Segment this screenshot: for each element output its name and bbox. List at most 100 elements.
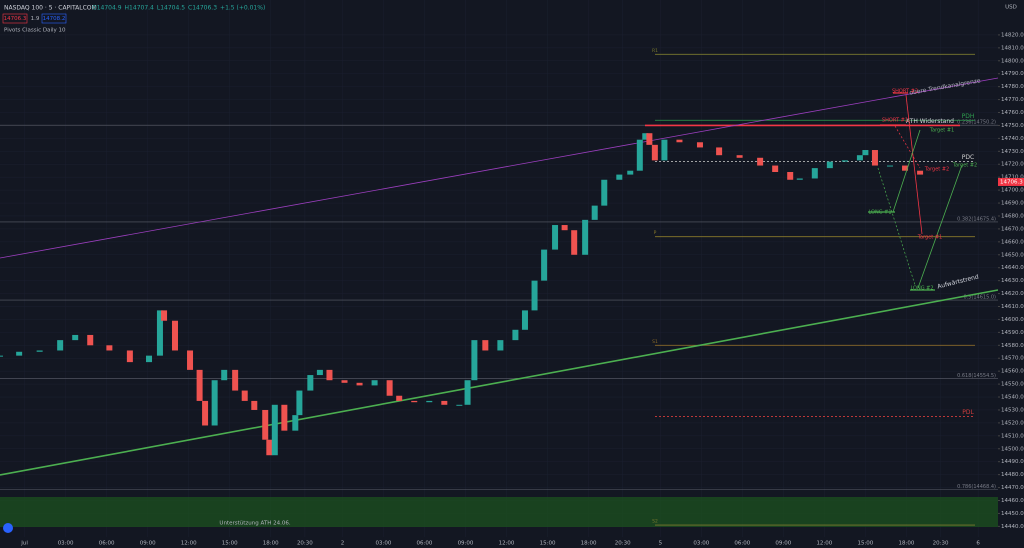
ohlc: O14704.9 H14707.4 L14704.5 C14706.3 +1.5 (+0… xyxy=(92,5,265,12)
x-tick-label: 18:00 xyxy=(263,541,279,547)
y-tick-label: 14720.00 xyxy=(1001,162,1024,168)
candle xyxy=(676,139,683,143)
candle xyxy=(72,334,79,341)
candle xyxy=(886,165,893,167)
sell-box[interactable] xyxy=(2,13,28,24)
candle xyxy=(211,380,218,426)
x-tick-label: 15:00 xyxy=(540,541,556,547)
candle xyxy=(126,350,133,363)
candle xyxy=(57,340,64,351)
candle xyxy=(146,355,153,363)
support-zone xyxy=(0,497,998,527)
indicator[interactable]: Pivots Classic Daily 10 xyxy=(4,28,66,34)
x-tick-label: 5 xyxy=(659,541,663,547)
candle xyxy=(651,144,658,161)
candle xyxy=(582,219,589,255)
spread: 1.9 xyxy=(31,16,40,22)
grid xyxy=(0,0,998,538)
candle xyxy=(266,439,273,456)
price-tag-label: 14706.3 xyxy=(1000,179,1023,185)
y-tick-label: 14810.00 xyxy=(1001,45,1024,51)
y-tick-label: 14730.00 xyxy=(1001,149,1024,155)
candle xyxy=(316,369,323,376)
candle xyxy=(386,380,393,396)
y-tick-label: 14750.00 xyxy=(1001,123,1024,129)
candle xyxy=(296,390,303,416)
ohlc-value: +1.5 (+0.01%) xyxy=(220,5,265,12)
plan-line xyxy=(892,129,921,213)
y-tick-label: 14510.00 xyxy=(1001,433,1024,439)
trade-plan xyxy=(868,92,963,291)
candle xyxy=(772,165,779,173)
y-tick-label: 14580.00 xyxy=(1001,343,1024,349)
candle xyxy=(36,350,43,352)
y-tick-label: 14780.00 xyxy=(1001,84,1024,90)
y-tick-label: 14490.00 xyxy=(1001,459,1024,465)
buy-price[interactable]: 14708.2 xyxy=(43,16,66,22)
y-tick-label: 14470.00 xyxy=(1001,485,1024,491)
ohlc-value: H14707.4 xyxy=(125,5,155,12)
sell-price[interactable]: 14706.3 xyxy=(4,16,27,22)
y-tick-label: 14630.00 xyxy=(1001,278,1024,284)
level-label: P xyxy=(654,230,657,236)
candle xyxy=(196,369,203,401)
y-tick-label: 14600.00 xyxy=(1001,317,1024,323)
x-tick-label: 20:30 xyxy=(297,541,313,547)
price-tag xyxy=(998,177,1024,186)
x-tick-label: 15:00 xyxy=(857,541,873,547)
ohlc-value: L14704.5 xyxy=(157,5,185,12)
x-tick-label: Jul xyxy=(20,541,28,547)
candle xyxy=(591,205,598,220)
x-tick-label: 18:00 xyxy=(581,541,597,547)
candle xyxy=(482,340,489,351)
y-tick-label: 14450.00 xyxy=(1001,511,1024,517)
candle xyxy=(497,340,504,351)
annotation: Target #1 xyxy=(929,128,954,134)
candle xyxy=(326,369,333,381)
level-label: S2 xyxy=(652,519,658,525)
candle xyxy=(661,139,668,161)
candle xyxy=(841,160,848,162)
x-tick-label: 12:00 xyxy=(181,541,197,547)
y-tick-label: 14640.00 xyxy=(1001,265,1024,271)
buy-box[interactable] xyxy=(41,13,67,24)
x-tick-label: 15:00 xyxy=(222,541,238,547)
symbol: NASDAQ 100 · 5 · CAPITALCOM xyxy=(4,5,97,12)
candle xyxy=(627,170,634,175)
channel-line xyxy=(0,77,999,259)
candle xyxy=(917,170,924,175)
y-tick-label: 14800.00 xyxy=(1001,58,1024,64)
candle xyxy=(757,157,764,166)
candle xyxy=(787,172,794,180)
y-tick-label: 14550.00 xyxy=(1001,382,1024,388)
logo[interactable] xyxy=(3,523,13,533)
candle xyxy=(636,139,643,171)
y-tick-label: 14670.00 xyxy=(1001,226,1024,232)
ohlc-value: C14706.3 xyxy=(188,5,217,12)
candle xyxy=(811,168,818,179)
y-tick-label: 14560.00 xyxy=(1001,369,1024,375)
candle xyxy=(464,380,471,405)
axes: 14440.00 14450.00 14460.00 14470.00 14480.00… xyxy=(20,32,1024,547)
candle xyxy=(156,310,163,356)
candle xyxy=(271,404,278,456)
candle xyxy=(456,404,463,406)
y-tick-label: 14440.00 xyxy=(1001,524,1024,530)
candle xyxy=(371,380,378,386)
candle xyxy=(441,400,448,405)
candle xyxy=(531,280,538,311)
annotation: LONG #2 xyxy=(910,286,933,292)
x-tick-label: 2 xyxy=(341,541,345,547)
candle xyxy=(187,350,194,370)
candle xyxy=(232,369,239,391)
candles xyxy=(0,133,924,456)
x-tick-label: 03:00 xyxy=(693,541,709,547)
candle xyxy=(281,404,288,431)
candle xyxy=(796,178,803,180)
y-tick-label: 14540.00 xyxy=(1001,395,1024,401)
x-tick-label: 03:00 xyxy=(58,541,74,547)
levels: 0.236(14750.2) 0.382(14675.4) 0.5(14615.0)… xyxy=(0,48,998,526)
y-tick-label: 14740.00 xyxy=(1001,136,1024,142)
